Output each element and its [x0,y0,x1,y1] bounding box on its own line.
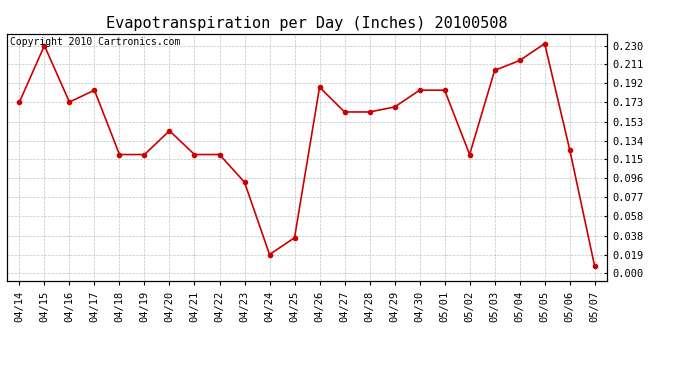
Text: Copyright 2010 Cartronics.com: Copyright 2010 Cartronics.com [10,38,180,48]
Title: Evapotranspiration per Day (Inches) 20100508: Evapotranspiration per Day (Inches) 2010… [106,16,508,31]
